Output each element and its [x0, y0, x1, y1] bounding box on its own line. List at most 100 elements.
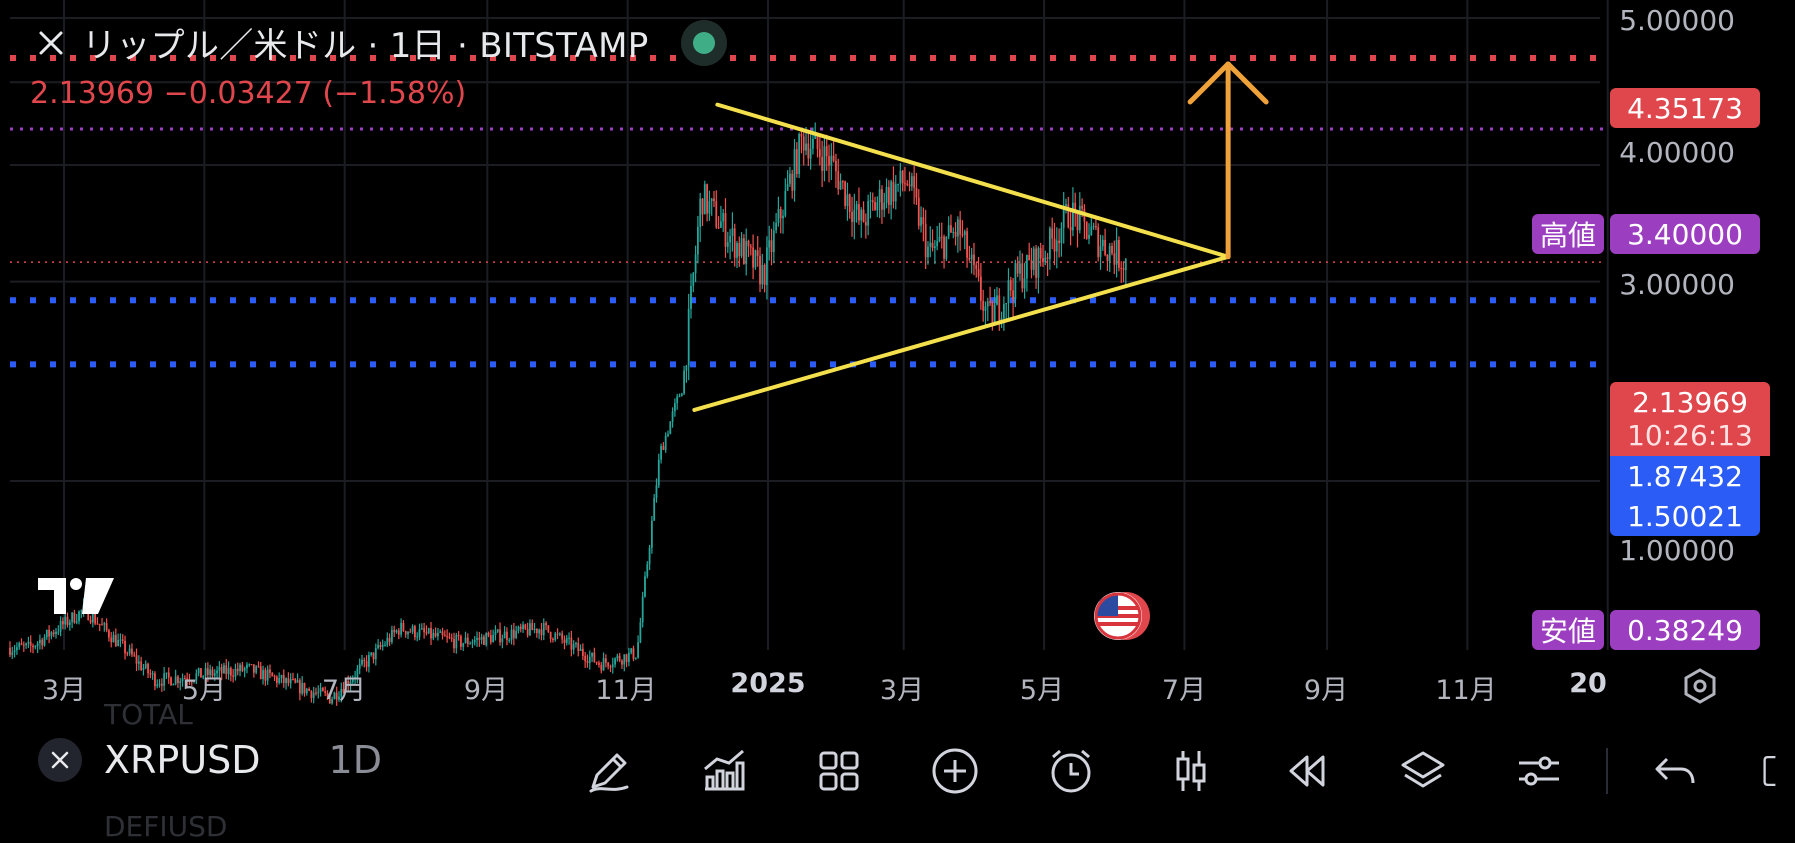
- candle-body: [515, 630, 518, 639]
- market-status-icon[interactable]: [680, 19, 727, 66]
- candle-body: [147, 663, 149, 674]
- candle-body: [862, 209, 865, 222]
- candle-body: [874, 202, 876, 211]
- candle-body: [581, 648, 584, 656]
- candle-body: [979, 276, 982, 301]
- candle-body: [471, 642, 474, 644]
- candle-body: [602, 658, 605, 671]
- candle-body: [239, 664, 241, 672]
- layouts-grid-icon[interactable]: [810, 742, 868, 800]
- candle-body: [586, 661, 589, 663]
- candle-body: [577, 643, 580, 651]
- add-plus-icon[interactable]: [926, 742, 984, 800]
- replay-icon[interactable]: [1278, 742, 1336, 800]
- candle-body: [213, 673, 216, 676]
- interval-selector[interactable]: 1D: [328, 738, 382, 782]
- undo-icon[interactable]: [1646, 742, 1704, 800]
- time-axis-label: 9月: [1303, 675, 1349, 706]
- current-price-tag[interactable]: 2.13969 10:26:13: [1610, 382, 1770, 456]
- candle-body: [720, 221, 722, 228]
- candle-body: [1009, 280, 1012, 291]
- toolbar-divider: [1606, 748, 1608, 794]
- time-axis-year-label: 20: [1569, 668, 1607, 699]
- candle-body: [105, 623, 108, 631]
- candle-body: [1035, 248, 1037, 278]
- candle-body: [627, 652, 630, 662]
- candle-body: [1028, 255, 1031, 261]
- support1-price-tag[interactable]: 1.87432: [1610, 456, 1760, 496]
- candle-body: [899, 170, 902, 184]
- candle-body: [41, 639, 44, 646]
- candle-body: [411, 626, 414, 632]
- price-chart[interactable]: [0, 0, 1795, 718]
- candle-body: [558, 633, 561, 635]
- candle-body: [1118, 239, 1120, 268]
- candle-body: [20, 643, 23, 645]
- candle-body: [789, 173, 791, 184]
- candle-body: [952, 231, 955, 233]
- candle-body: [793, 149, 796, 191]
- candle-body: [639, 622, 642, 643]
- candle-body: [126, 653, 129, 655]
- settings-sliders-icon[interactable]: [1510, 742, 1568, 800]
- candle-body: [437, 632, 439, 637]
- candle-body: [326, 692, 329, 697]
- candle-body: [1002, 304, 1005, 319]
- candle-body: [927, 246, 929, 258]
- grid-lines: [10, 0, 1609, 650]
- tradingview-logo: [38, 576, 116, 620]
- low-label-tag: 安値: [1532, 610, 1604, 650]
- candle-body: [837, 171, 840, 190]
- candle-body: [365, 661, 368, 667]
- candle-body: [305, 688, 308, 694]
- candle-body: [821, 156, 824, 171]
- close-symbol-icon[interactable]: [38, 738, 82, 782]
- candle-body: [170, 677, 172, 686]
- target-price-tag[interactable]: 4.35173: [1610, 88, 1760, 128]
- indicators-icon[interactable]: [694, 742, 752, 800]
- candle-body: [839, 181, 842, 190]
- candle-body: [830, 155, 833, 166]
- drawing-pen-icon[interactable]: [580, 742, 638, 800]
- candle-body: [637, 642, 639, 658]
- candle-body: [621, 660, 623, 665]
- candle-body: [759, 255, 761, 285]
- candle-body: [1039, 247, 1042, 259]
- candle-body: [533, 628, 536, 631]
- candle-body: [9, 647, 11, 656]
- axis-settings-icon[interactable]: [1680, 666, 1720, 710]
- candle-body: [117, 639, 120, 647]
- candle-body: [252, 664, 255, 673]
- candle-body: [483, 636, 485, 645]
- candle-body: [572, 644, 575, 650]
- scrolled-symbol-ghost: TOTAL: [104, 698, 193, 731]
- candle-body: [692, 273, 695, 286]
- close-icon[interactable]: [34, 26, 68, 60]
- candle-type-icon[interactable]: [1162, 742, 1220, 800]
- low-price-tag[interactable]: 0.38249: [1610, 610, 1760, 650]
- candle-body: [236, 668, 239, 672]
- candle-body: [696, 226, 699, 255]
- candle-body: [91, 614, 94, 623]
- candle-body: [998, 295, 1001, 321]
- layers-icon[interactable]: [1394, 742, 1452, 800]
- candle-body: [68, 622, 71, 625]
- price-axis-label: 1.00000: [1619, 534, 1735, 567]
- high-price-tag[interactable]: 3.40000: [1610, 214, 1760, 254]
- price-axis-label: 3.00000: [1619, 268, 1735, 301]
- fullscreen-icon[interactable]: [1754, 742, 1794, 800]
- candle-body: [250, 664, 253, 666]
- chart-area[interactable]: リップル／米ドル · 1日 · BITSTAMP 2.13969 −0.0342…: [0, 0, 1795, 718]
- symbol-name[interactable]: XRPUSD: [104, 738, 261, 782]
- support2-price-tag[interactable]: 1.50021: [1610, 496, 1760, 536]
- alert-clock-icon[interactable]: [1042, 742, 1100, 800]
- candle-body: [466, 637, 469, 645]
- candle-body: [662, 446, 665, 451]
- candle-body: [713, 198, 715, 202]
- candle-body: [963, 231, 966, 236]
- us-flag-event-icon[interactable]: [1092, 590, 1152, 646]
- candle-body: [11, 651, 14, 656]
- candle-body: [395, 630, 398, 633]
- candle-body: [264, 669, 267, 681]
- candle-body: [591, 652, 593, 657]
